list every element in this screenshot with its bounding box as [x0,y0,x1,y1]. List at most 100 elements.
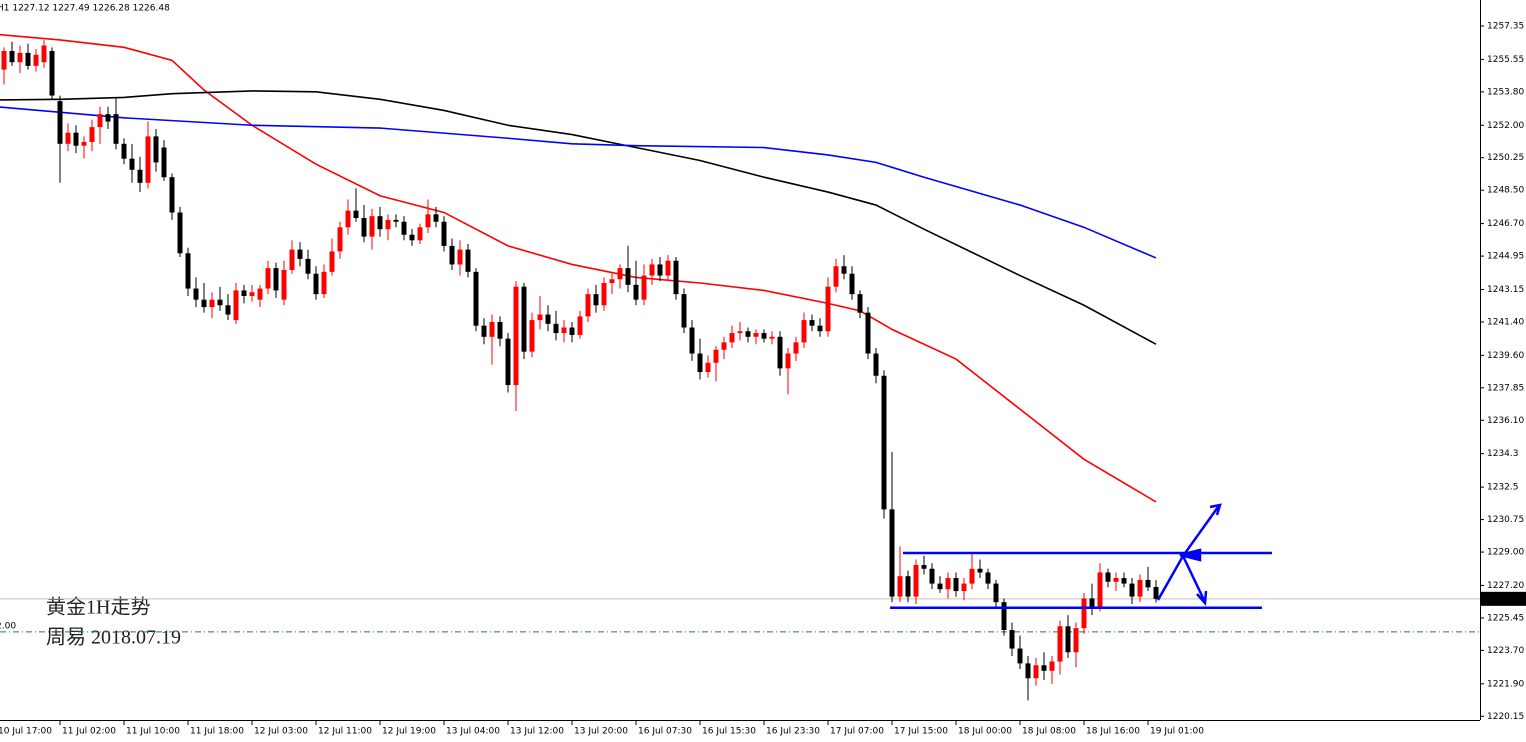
arrowhead [1196,590,1208,607]
candle-body [977,568,983,573]
candle-body [1145,579,1151,588]
candle-body [1001,602,1007,630]
candle-body [865,312,871,354]
y-tick-label: 1255.55 [1487,55,1524,65]
candle-body [769,336,775,339]
candle-body [561,327,567,334]
candle-body [281,270,287,300]
candle-body [889,509,895,597]
x-tick-label: 13 Jul 04:00 [446,727,500,737]
candle-body [537,314,543,321]
candle-body [233,290,239,321]
candle-body [961,583,967,592]
candle-body [793,342,799,354]
candle-body [1025,663,1031,679]
candle-body [313,273,319,295]
candle-body [553,323,559,334]
candle-body [73,132,79,146]
x-tick-label: 16 Jul 23:30 [766,727,820,737]
candle-body [297,249,303,259]
y-tick-label: 1230.75 [1487,515,1524,525]
candle-body [1089,598,1095,608]
candle-body [617,268,623,280]
candle-body [225,305,231,315]
x-tick-label: 11 Jul 10:00 [126,727,180,737]
candle-body [265,268,271,289]
annotation: 周易 2018.07.19 [46,627,181,649]
candle-body [377,216,383,230]
x-tick-label: 12 Jul 03:00 [254,727,308,737]
candle-body [393,219,399,222]
candle-body [777,336,783,369]
candle-body [849,273,855,295]
candle-body [689,327,695,354]
y-tick-label: 1252.00 [1487,121,1524,131]
candle-body [1081,598,1087,629]
x-tick-label: 18 Jul 00:00 [958,727,1012,737]
x-tick-label: 12 Jul 19:00 [382,727,436,737]
candle-body [905,576,911,597]
candle-body [1137,579,1143,597]
candle-body [1097,572,1103,608]
y-tick-label: 1221.90 [1487,679,1524,689]
x-tick-label: 17 Jul 15:00 [894,727,948,737]
candle-body [713,349,719,363]
candle-body [305,258,311,274]
candle-body [929,568,935,584]
moving-average [0,90,1157,345]
candle-body [569,327,575,335]
y-tick-label: 1250.25 [1487,153,1524,163]
candle-body [41,45,47,63]
candle-body [673,260,679,295]
candle-body [169,177,175,213]
y-tick-label: 1241.40 [1487,317,1524,327]
candle-body [913,565,919,597]
candle-body [209,299,215,308]
moving-average [0,33,1157,503]
arrowhead [1179,548,1202,562]
candle-body [601,282,607,306]
candle-body [745,331,751,337]
y-tick-label: 1246.70 [1487,219,1524,229]
candle-body [833,266,839,287]
arrows [1156,503,1222,607]
candle-body [425,214,431,228]
candle-body [857,294,863,313]
candle-body [625,268,631,285]
candle-body [321,271,327,295]
annotation: 黄金1H走势 [46,596,150,619]
candle-body [649,264,655,276]
candle-body [1073,628,1079,653]
x-tick-label: 11 Jul 18:00 [190,727,244,737]
x-tick-label: 11 Jul 02:00 [62,727,116,737]
candle-body [1009,630,1015,649]
moving-average [0,106,1157,259]
candle-body [121,143,127,159]
candle-body [881,375,887,510]
candle-body [9,51,15,63]
candle-body [1,51,7,70]
x-tick-label: 10 Jul 17:00 [0,727,52,737]
candle-body [89,127,95,142]
x-tick-label: 13 Jul 12:00 [510,727,564,737]
candle-body [697,353,703,373]
y-tick-label: 1229.00 [1487,548,1524,558]
candle-body [873,353,879,376]
candle-body [193,288,199,300]
reference-label: 2.00 [0,621,16,631]
price-label: 1226.48 [1485,594,1522,604]
candle-body [273,268,279,291]
x-tick-label: 12 Jul 11:00 [318,727,372,737]
x-tick-label: 18 Jul 16:00 [1086,727,1140,737]
y-tick-label: 1243.15 [1487,285,1524,295]
candle-body [785,353,791,369]
candle-body [1113,578,1119,582]
candle-body [969,568,975,584]
candle-body [1017,648,1023,664]
candle-body [1121,578,1127,584]
candle-body [593,294,599,306]
candle-body [49,51,55,96]
x-tick-label: 13 Jul 20:00 [574,727,628,737]
y-tick-label: 1237.85 [1487,383,1524,393]
